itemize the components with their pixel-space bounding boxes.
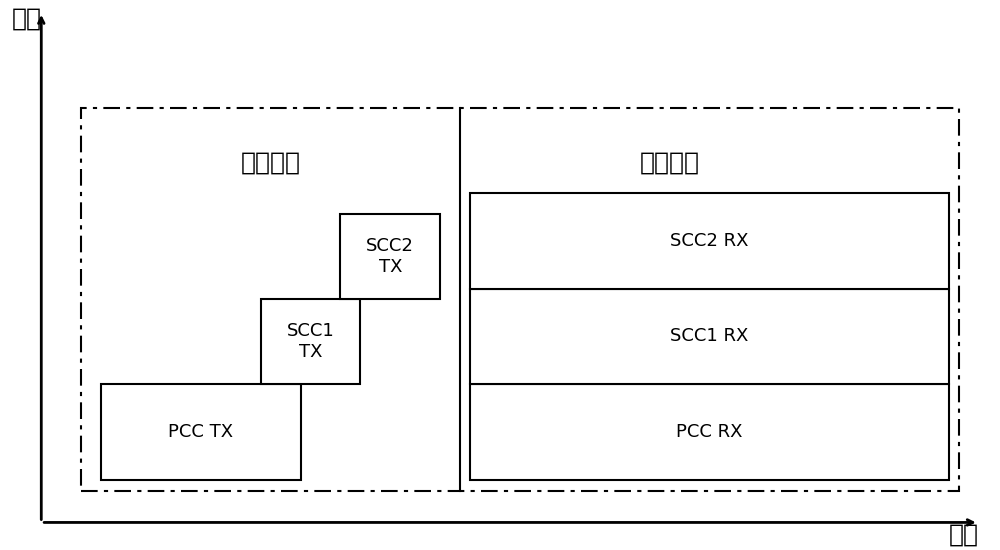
Text: 上行时隙: 上行时隙: [241, 150, 301, 174]
FancyBboxPatch shape: [261, 299, 360, 384]
FancyBboxPatch shape: [470, 384, 949, 480]
Text: 频率: 频率: [11, 7, 41, 31]
FancyBboxPatch shape: [101, 384, 301, 480]
FancyBboxPatch shape: [470, 193, 949, 289]
Text: 时间: 时间: [949, 522, 979, 547]
Text: SCC2
TX: SCC2 TX: [366, 237, 414, 276]
Text: SCC1
TX: SCC1 TX: [287, 322, 334, 361]
Text: SCC2 RX: SCC2 RX: [670, 232, 749, 250]
Text: 下行时隙: 下行时隙: [640, 150, 700, 174]
Text: PCC RX: PCC RX: [676, 423, 743, 441]
FancyBboxPatch shape: [470, 289, 949, 384]
FancyBboxPatch shape: [340, 214, 440, 299]
Text: SCC1 RX: SCC1 RX: [670, 327, 749, 345]
Text: PCC TX: PCC TX: [168, 423, 233, 441]
